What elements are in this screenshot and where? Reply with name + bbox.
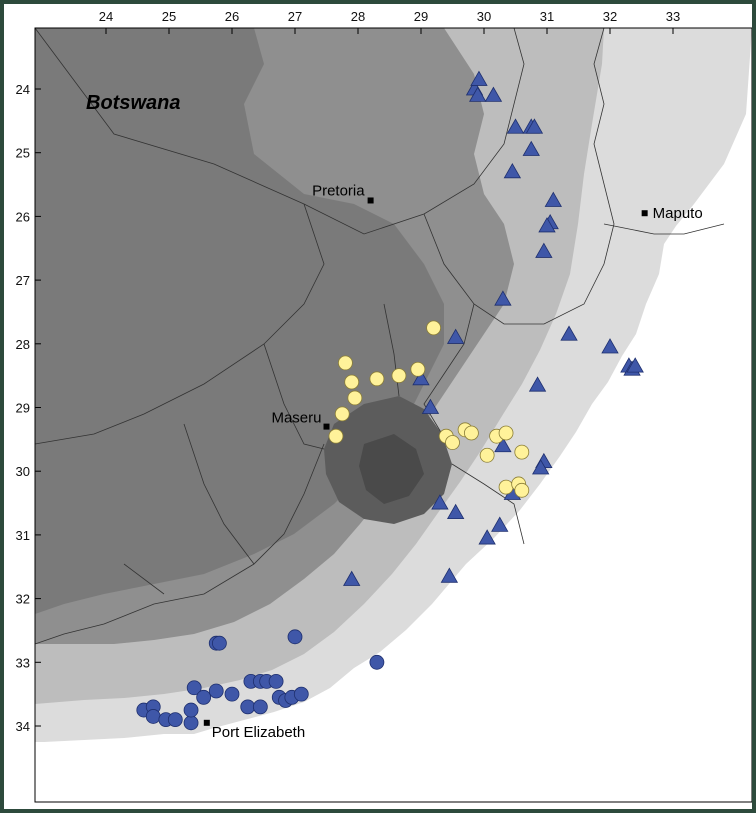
longitude-tick-label: 26 [225, 9, 239, 24]
sample-triangle-marker [491, 516, 509, 532]
sample-yellow-circle-marker [410, 361, 426, 377]
sample-blue-circle-marker [183, 702, 199, 718]
longitude-tick-label: 24 [99, 9, 113, 24]
city-marker [323, 423, 330, 430]
sample-triangle-marker [431, 494, 449, 510]
sample-triangle-marker [538, 217, 556, 233]
map-panel: 24 25 26 27 28 29 30 31 32 33 24 25 26 27 28 29 30 31 32 33… [4, 4, 752, 809]
sample-blue-circle-marker [167, 712, 183, 728]
longitude-tick-label: 30 [477, 9, 491, 24]
sample-triangle-marker [560, 325, 578, 341]
sample-yellow-circle-marker [391, 368, 407, 384]
latitude-tick-label: 31 [16, 528, 30, 543]
sample-triangle-marker [544, 191, 562, 207]
city-marker [203, 719, 210, 726]
sample-triangle-marker [494, 290, 512, 306]
sample-triangle-marker [506, 118, 525, 134]
sample-blue-circle-marker [268, 674, 284, 689]
latitude-tick-label: 29 [16, 401, 30, 416]
sample-blue-circle-marker [224, 686, 240, 702]
sample-yellow-circle-marker [337, 355, 353, 371]
sample-triangle-marker [412, 370, 430, 386]
longitude-tick-label: 25 [162, 9, 176, 24]
sample-triangle-marker [535, 242, 553, 258]
relief-layer [4, 4, 752, 809]
sample-markers [136, 70, 644, 731]
sample-blue-circle-marker [208, 683, 224, 699]
sample-blue-circle-marker [211, 635, 227, 651]
sample-yellow-circle-marker [514, 444, 530, 460]
sample-triangle-marker [440, 567, 459, 583]
latitude-tick-label: 32 [16, 592, 30, 607]
sample-blue-circle-marker [196, 689, 212, 705]
sample-yellow-circle-marker [445, 435, 460, 450]
sample-triangle-marker [484, 86, 503, 102]
country-label-botswana: Botswana [86, 92, 180, 114]
city-marker [367, 197, 374, 204]
latitude-tick-label: 27 [16, 273, 30, 288]
sample-blue-circle-marker [252, 699, 268, 715]
sample-triangle-marker [470, 70, 488, 86]
land-highest-elevation-2 [359, 434, 424, 504]
sample-triangle-marker [525, 118, 544, 134]
sample-yellow-circle-marker [369, 371, 385, 387]
sample-triangle-marker [469, 86, 487, 102]
sample-blue-circle-marker [287, 629, 303, 645]
sample-triangle-marker [421, 398, 440, 414]
sample-triangle-marker [528, 376, 547, 392]
axis-ticks: 24 25 26 27 28 29 30 31 32 33 24 25 26 27 28 29 30 31 32 33… [16, 9, 681, 734]
latitude-tick-label: 30 [16, 464, 30, 479]
latitude-tick-label: 28 [16, 337, 30, 352]
sample-triangle-marker [601, 338, 619, 354]
sample-triangle-marker [532, 459, 550, 475]
latitude-tick-label: 25 [16, 146, 30, 161]
latitude-tick-label: 33 [16, 655, 30, 670]
longitude-tick-label: 32 [603, 9, 617, 24]
sample-yellow-circle-marker [463, 425, 479, 441]
sample-blue-circle-marker [145, 709, 161, 724]
longitude-tick-label: 31 [540, 9, 554, 24]
sample-blue-circle-marker [240, 699, 256, 715]
sample-yellow-circle-marker [498, 425, 514, 441]
latitude-tick-label: 24 [16, 82, 30, 97]
city-label: Port Elizabeth [212, 724, 305, 741]
city-label: Maputo [653, 205, 703, 222]
sample-yellow-circle-marker [514, 482, 530, 498]
latitude-tick-label: 34 [16, 719, 30, 734]
sample-yellow-circle-marker [426, 320, 442, 336]
city-label: Pretoria [312, 182, 365, 199]
relief-map: 24 25 26 27 28 29 30 31 32 33 24 25 26 27 28 29 30 31 32 33… [4, 4, 752, 809]
place-labels: Pretoria Maputo Maseru Port Elizabeth [203, 182, 703, 741]
sample-triangle-marker [494, 436, 512, 453]
sample-yellow-circle-marker [347, 390, 363, 406]
provincial-borders [34, 27, 725, 645]
longitude-tick-label: 33 [666, 9, 680, 24]
sample-blue-circle-marker [186, 680, 202, 696]
longitude-tick-label: 28 [351, 9, 365, 24]
sample-triangle-marker [446, 503, 465, 520]
longitude-tick-label: 27 [288, 9, 302, 24]
sample-triangle-marker [343, 570, 361, 586]
map-boundary [34, 27, 752, 803]
sample-blue-circle-marker [183, 715, 199, 731]
sample-triangle-marker [522, 140, 540, 156]
city-label: Maseru [271, 410, 321, 427]
longitude-tick-label: 29 [414, 9, 428, 24]
sample-triangle-marker [478, 529, 496, 545]
sample-triangle-marker [446, 328, 465, 344]
sample-triangle-marker [503, 163, 522, 179]
sample-blue-circle-marker [293, 686, 309, 702]
sample-yellow-circle-marker [479, 447, 495, 463]
sample-yellow-circle-marker [498, 479, 514, 495]
latitude-tick-label: 26 [16, 209, 30, 224]
city-marker [641, 210, 648, 217]
sample-yellow-circle-marker [334, 406, 350, 422]
sample-yellow-circle-marker [344, 374, 360, 390]
sample-yellow-circle-marker [328, 428, 344, 444]
sample-triangle-marker [626, 357, 644, 373]
sample-blue-circle-marker [369, 654, 385, 670]
